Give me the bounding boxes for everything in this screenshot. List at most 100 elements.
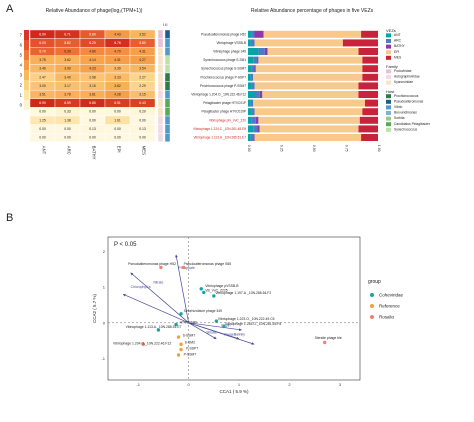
stacked-bar-segment (358, 91, 378, 98)
family-annotation-cell (157, 89, 164, 99)
heatmap-cell-value: 3.15 (89, 84, 96, 88)
legend-label: Pseudoalteromonas (394, 99, 424, 103)
legend-label: Prochlorococcus (394, 94, 419, 98)
heatmap-cell-value: 0.00 (139, 118, 146, 122)
family-annotation-cell (157, 81, 164, 91)
heatmap-cell-value: 3.90 (64, 67, 71, 71)
heatmap-cell-value: 4.27 (139, 58, 146, 62)
stacked-bar-segment (254, 30, 264, 38)
heatmap-cell-value: 6.43 (139, 101, 146, 105)
stacked-bar-segment (251, 108, 255, 116)
stacked-bar-segment (255, 65, 363, 73)
heatmap-cell-value: 6.71 (64, 32, 71, 36)
stacked-bar-segment (248, 48, 259, 55)
bar-row-label: Vibriophage VSSB-B (216, 41, 246, 45)
stacked-bar-segment (257, 56, 259, 64)
heatmap-cell-value: 5.80 (139, 41, 146, 45)
y-tick-label: 2 (103, 249, 106, 254)
cca-point-label: HTVC019P (180, 321, 198, 325)
heatmap-cell-value: 3.40 (64, 75, 71, 79)
family-annotation-cell (157, 29, 164, 39)
heatmap-cell-value: 0.00 (39, 127, 46, 131)
stacked-bar-segment (361, 30, 378, 38)
heatmap-cell-value: 1.38 (64, 118, 71, 122)
stacked-bar-segment (251, 30, 255, 38)
cca-point-label: S-SM2 (185, 341, 195, 345)
environment-arrow (175, 254, 189, 323)
stacked-bar-segment (358, 125, 378, 133)
heatmap-title: Relative Abundance of phage(log₂(TPM+1)) (46, 8, 143, 14)
color-scale-tick: 7 (20, 33, 23, 38)
environment-arrow-label: Phosphate (179, 266, 195, 270)
heatmap-cell-value: 3.81 (89, 93, 96, 97)
bar-row-label: Pelagibacter phage HTVC019P (202, 110, 246, 114)
stacked-bar-segment (258, 116, 360, 124)
stacked-bar-segment (248, 65, 252, 73)
stacked-bar-segment (248, 108, 252, 116)
bar-row-label: Synechococcus phage S-SSM7 (201, 67, 246, 71)
environment-arrow (188, 322, 242, 331)
heatmap-cell-value: 5.70 (39, 50, 46, 54)
heatmap-cell-value: 3.33 (114, 75, 121, 79)
host-annotation-cell (164, 124, 171, 134)
heatmap-cell-value: 2.27 (139, 75, 146, 79)
stacked-bar-segment (248, 73, 251, 81)
heatmap-cell-value: 5.39 (64, 50, 71, 54)
heatmap-cell-value: 3.39 (114, 67, 121, 71)
family-annotation-cell (157, 98, 164, 108)
heatmap-cell-value: 1.61 (114, 118, 121, 122)
color-scale-segment (24, 70, 29, 80)
cca-point (214, 319, 219, 323)
x-axis-label: CCA1 ( 5.9 %) (219, 389, 249, 394)
heatmap-cell-value: 2.29 (139, 84, 146, 88)
stacked-bar-segment (250, 73, 254, 81)
x-tick-label: -1 (136, 382, 140, 387)
cca-legend-label: Rosalio (379, 315, 395, 320)
panel-b-label: B (6, 212, 13, 224)
bar-x-tick: 0.50 (312, 145, 316, 152)
heatmap-cell-value: 4.31 (114, 58, 121, 62)
heatmap-column-label: MES (142, 146, 147, 155)
family-annotation-cell (157, 72, 164, 82)
color-scale-tick: 1 (20, 93, 23, 98)
color-scale-tick: 4 (20, 63, 23, 68)
legend-swatch (386, 55, 391, 60)
stacked-bar-segment (262, 91, 359, 98)
cca-point (159, 265, 163, 270)
bar-x-tick: 1.00 (377, 145, 381, 152)
stacked-bar-segment (259, 91, 263, 98)
stacked-bar-segment (362, 65, 378, 73)
legend-label: Candidatus Pelagibacter (394, 122, 431, 126)
environment-arrow-label: Depth (221, 323, 230, 327)
y-tick-label: 0 (103, 320, 106, 325)
color-scale-tick: 2 (20, 83, 23, 88)
stacked-bar-segment (253, 73, 363, 81)
heatmap-cell (129, 132, 156, 142)
annotation-columns: I II (157, 22, 171, 142)
color-scale-segment (24, 50, 29, 60)
legend-label: BATHY (394, 44, 406, 48)
color-scale-segment (24, 80, 29, 90)
heatmap-cell-value: 0.13 (89, 127, 96, 131)
cca-point (156, 328, 161, 332)
color-scale-tick: 6 (20, 43, 23, 48)
heatmap-cell-value: 3.52 (139, 32, 146, 36)
stacked-bar-segment (253, 99, 365, 107)
legend-label: Sorbita (394, 116, 405, 120)
environment-arrow (122, 293, 189, 324)
cca-point-label: Vibriophage pVSSB-B (205, 284, 239, 288)
stacked-bar-segment (248, 30, 252, 38)
heatmap-cell-value: 0.33 (64, 110, 71, 114)
environment-arrow-label: Oxygen (224, 332, 236, 336)
legend-swatch (386, 69, 391, 74)
cca-legend-label: Coheviridae (379, 293, 404, 298)
host-annotation-cell (164, 72, 171, 82)
stacked-bar-segment (254, 39, 343, 47)
legend-swatch (386, 44, 391, 49)
stacked-bar-segment (248, 91, 255, 98)
family-annotation-cell (157, 115, 164, 125)
heatmap-cell-value: 4.70 (114, 50, 121, 54)
cca-point (179, 312, 183, 316)
stacked-bar-segment (264, 48, 268, 55)
cca-legend-title: group (368, 279, 381, 285)
